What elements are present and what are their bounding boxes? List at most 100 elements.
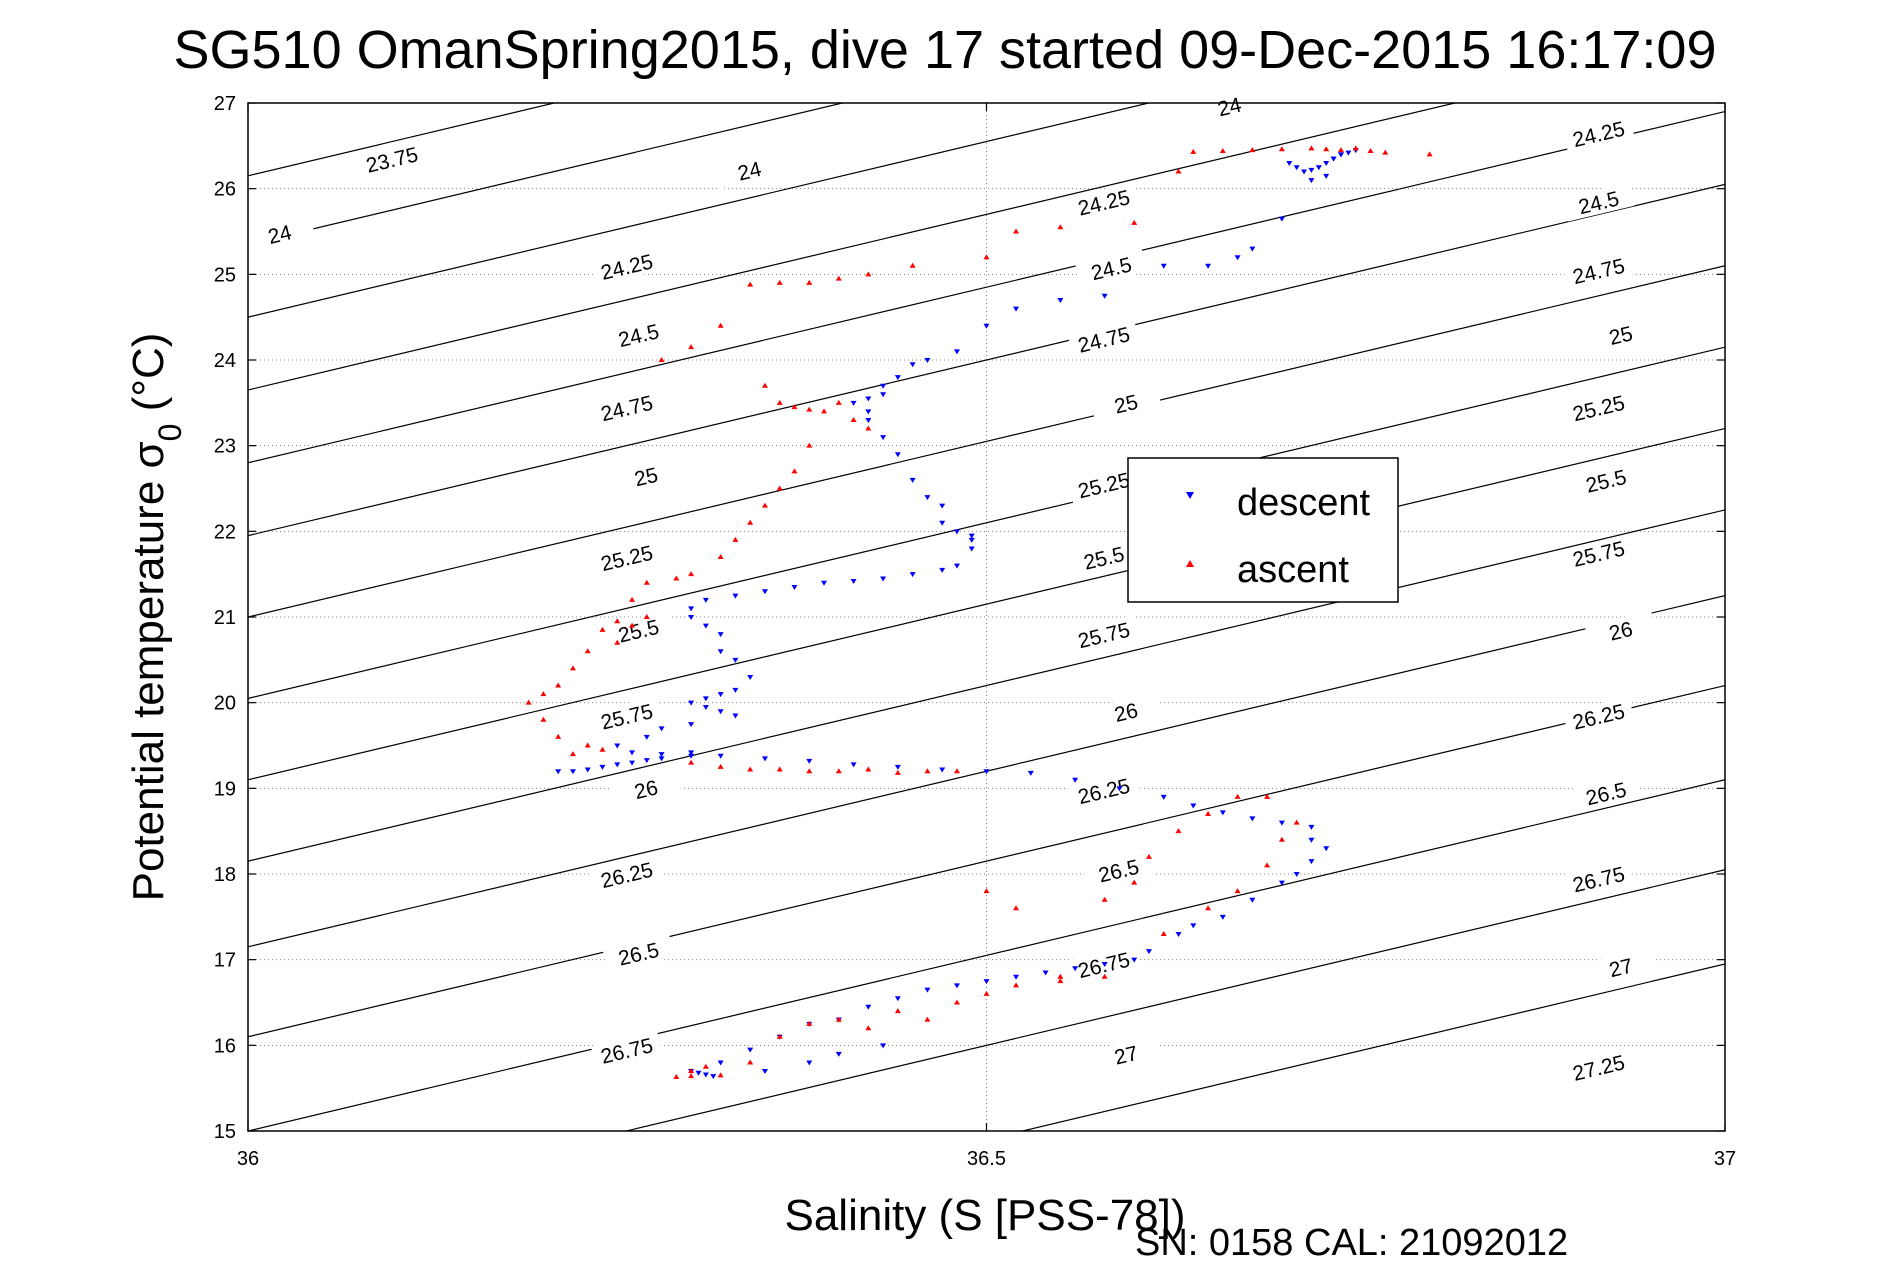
descent-point: [1308, 167, 1315, 173]
descent-point: [880, 392, 887, 398]
contour-label: 26: [1112, 699, 1140, 727]
descent-point: [702, 704, 709, 710]
descent-point: [791, 585, 798, 591]
ascent-point: [1293, 819, 1300, 825]
descent-point: [894, 764, 901, 770]
ascent-point: [1131, 219, 1138, 225]
ascent-point: [584, 742, 591, 748]
descent-point: [909, 477, 916, 483]
ascent-point: [629, 596, 636, 602]
descent-point: [1101, 293, 1108, 299]
descent-point: [983, 769, 990, 775]
ascent-point: [806, 1020, 813, 1026]
ascent-point: [1382, 149, 1389, 155]
contour-label-bg: [1562, 859, 1635, 899]
ascent-point: [555, 733, 562, 739]
ascent-point: [702, 1063, 709, 1069]
descent-point: [1293, 165, 1300, 171]
descent-point: [1308, 824, 1315, 830]
ascent-point: [599, 746, 606, 752]
ascent-point: [1264, 862, 1271, 868]
ascent-point: [1308, 145, 1315, 151]
ascent-point: [776, 766, 783, 772]
descent-point: [688, 615, 695, 620]
descent-point: [909, 362, 916, 368]
contour-label: 24: [736, 158, 764, 186]
svg-text:Potential temperature σ0 (°C): Potential temperature σ0 (°C): [124, 333, 188, 902]
descent-point: [1278, 880, 1285, 886]
ascent-point: [688, 759, 695, 765]
ascent-point: [983, 990, 990, 996]
descent-point: [1101, 961, 1108, 967]
x-tick-label: 37: [1714, 1148, 1736, 1170]
descent-point: [835, 1051, 842, 1057]
contour-line: [248, 427, 1725, 781]
contour-label-bg: [1193, 86, 1266, 126]
ascent-point: [569, 665, 576, 671]
descent-point: [806, 1060, 813, 1066]
contour-label-bg: [590, 854, 663, 894]
descent-point: [1278, 216, 1285, 222]
y-tick-label: 18: [214, 864, 236, 886]
descent-point: [747, 674, 754, 680]
descent-point: [939, 567, 946, 573]
descent-point: [555, 769, 562, 775]
contour-label-bg: [1570, 460, 1642, 500]
contour-line: [248, 346, 1725, 699]
descent-point: [850, 762, 857, 768]
descent-point: [643, 734, 650, 740]
descent-point: [688, 606, 695, 612]
ascent-point: [924, 1016, 931, 1022]
y-axis-label-unit: (°C): [124, 333, 173, 424]
descent-point: [1308, 178, 1315, 184]
contour-line: [248, 509, 1725, 862]
ascent-point: [806, 279, 813, 285]
descent-point: [1057, 298, 1064, 304]
ascent-point: [791, 468, 798, 474]
contour-line: [1019, 963, 1725, 1131]
ascent-point: [747, 519, 754, 525]
contour-label-bg: [1562, 113, 1635, 153]
descent-point: [732, 657, 739, 663]
descent-point: [894, 375, 901, 381]
contour-label-bg: [1067, 182, 1140, 222]
descent-point: [1027, 770, 1034, 776]
descent-point: [629, 760, 636, 766]
contour-label-bg: [1562, 1047, 1635, 1087]
contour-label: 25: [632, 464, 660, 492]
contour-label-bg: [1090, 692, 1162, 732]
ascent-point: [555, 682, 562, 688]
y-tick-label: 23: [214, 436, 236, 458]
ascent-point: [747, 281, 754, 287]
ascent-point: [540, 691, 547, 697]
ascent-point: [673, 1074, 680, 1080]
density-contours: [248, 103, 1725, 1131]
descent-point: [1323, 160, 1330, 166]
descent-point: [968, 546, 975, 552]
contour-label-bg: [1075, 248, 1147, 288]
descent-point: [1072, 777, 1079, 783]
contour-label-bg: [610, 456, 682, 496]
ascent-point: [614, 618, 621, 624]
contour-label-bg: [1067, 770, 1140, 810]
ascent-point: [569, 751, 576, 757]
contour-label-bg: [1562, 533, 1635, 573]
ascent-point: [761, 502, 768, 508]
contour-line: [248, 103, 557, 177]
ascent-point: [806, 406, 813, 412]
ascent-point: [717, 322, 724, 328]
descent-point: [1013, 306, 1020, 312]
descent-point: [939, 503, 946, 509]
descent-point: [1116, 786, 1123, 792]
legend: descent ascent: [1127, 457, 1399, 603]
ascent-point: [1013, 228, 1020, 234]
contour-label-bg: [590, 387, 663, 428]
descent-point: [1315, 165, 1322, 171]
ascent-point: [894, 1008, 901, 1014]
descent-point: [1175, 931, 1182, 937]
descent-point: [953, 529, 960, 535]
ascent-point: [1145, 853, 1152, 859]
contour-line: [248, 103, 845, 245]
descent-point: [821, 580, 828, 586]
descent-point: [865, 409, 872, 415]
